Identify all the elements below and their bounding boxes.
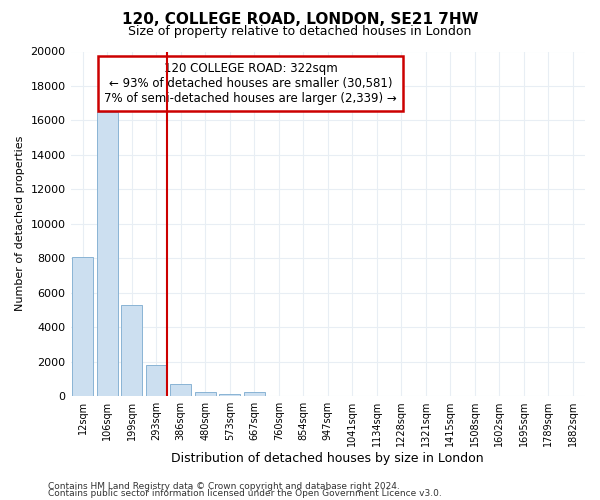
Text: 120, COLLEGE ROAD, LONDON, SE21 7HW: 120, COLLEGE ROAD, LONDON, SE21 7HW (122, 12, 478, 28)
Bar (195, 392, 215, 396)
Bar (146, 365, 167, 396)
Text: 120 COLLEGE ROAD: 322sqm
← 93% of detached houses are smaller (30,581)
7% of sem: 120 COLLEGE ROAD: 322sqm ← 93% of detach… (104, 62, 397, 105)
Bar (170, 384, 191, 396)
Bar (97, 112, 118, 396)
Bar (73, 256, 93, 396)
Text: Contains HM Land Registry data © Crown copyright and database right 2024.: Contains HM Land Registry data © Crown c… (48, 482, 400, 491)
Text: Size of property relative to detached houses in London: Size of property relative to detached ho… (128, 25, 472, 38)
Y-axis label: Number of detached properties: Number of detached properties (15, 136, 25, 312)
X-axis label: Distribution of detached houses by size in London: Distribution of detached houses by size … (172, 452, 484, 465)
Text: Contains public sector information licensed under the Open Government Licence v3: Contains public sector information licen… (48, 490, 442, 498)
Bar (220, 394, 240, 396)
Bar (121, 305, 142, 396)
Bar (244, 392, 265, 396)
